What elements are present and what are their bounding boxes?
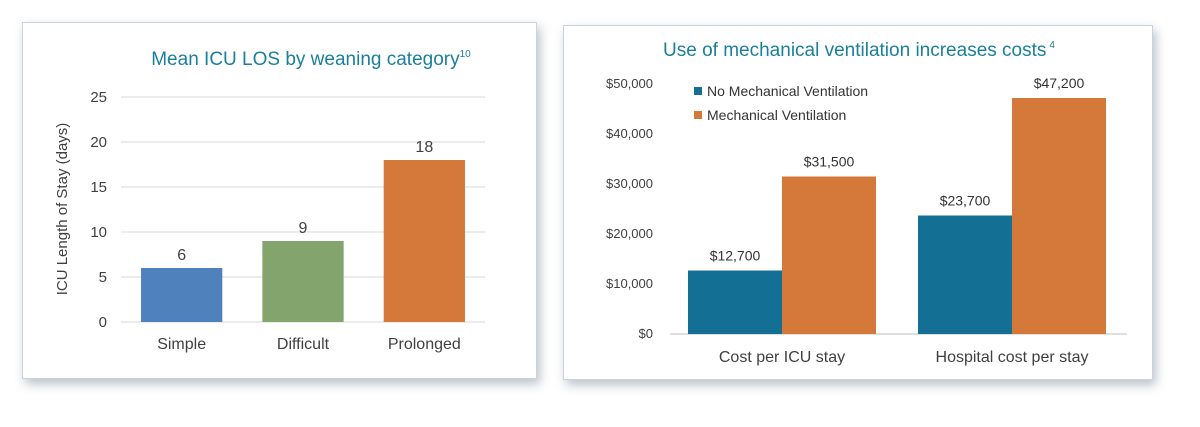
- data-label: 18: [415, 139, 433, 156]
- chart-title-text: Use of mechanical ventilation increases …: [663, 40, 1046, 61]
- chart-panel-icu-los: Mean ICU LOS by weaning category10 ICU L…: [22, 22, 537, 379]
- y-tick-label: $0: [639, 326, 653, 341]
- y-tick-label: 15: [90, 179, 107, 196]
- chart-title: Use of mechanical ventilation increases …: [663, 40, 1055, 61]
- y-tick-label: 25: [90, 89, 107, 106]
- y-tick-label: $40,000: [606, 126, 653, 141]
- data-label: 9: [299, 220, 308, 237]
- y-tick-label: 5: [99, 269, 107, 286]
- bar-ventilation: [782, 176, 876, 334]
- y-tick-label: $50,000: [606, 76, 653, 91]
- y-tick-label: $20,000: [606, 226, 653, 241]
- data-labels: $12,700 $31,500 $23,700 $47,200: [710, 75, 1085, 264]
- y-tick-label: 0: [99, 314, 107, 331]
- data-label: $31,500: [804, 154, 855, 170]
- data-label: $47,200: [1034, 75, 1085, 91]
- y-tick-label: $30,000: [606, 176, 653, 191]
- bar-no-ventilation: [688, 270, 782, 334]
- y-tick-label: 20: [90, 134, 107, 151]
- x-axis-ticks: Simple Difficult Prolonged: [157, 336, 461, 353]
- bar-ventilation: [1012, 98, 1106, 334]
- x-tick-label: Hospital cost per stay: [936, 349, 1089, 366]
- legend-entry: No Mechanical Ventilation: [707, 83, 868, 99]
- y-axis-label: ICU Length of Stay (days): [54, 123, 71, 296]
- data-label: 6: [177, 247, 186, 264]
- chart-panel-ventilation-costs: Use of mechanical ventilation increases …: [563, 25, 1153, 380]
- bar-no-ventilation: [918, 215, 1012, 334]
- legend-swatch: [694, 111, 702, 119]
- chart-title: Mean ICU LOS by weaning category10: [151, 49, 471, 70]
- y-tick-label: $10,000: [606, 276, 653, 291]
- bar-prolonged: [383, 160, 465, 322]
- bars: [688, 98, 1106, 334]
- icu-los-chart: Mean ICU LOS by weaning category10 ICU L…: [54, 49, 485, 353]
- data-label: $12,700: [710, 248, 761, 264]
- bar-difficult: [262, 241, 344, 322]
- ventilation-cost-chart: Use of mechanical ventilation increases …: [606, 40, 1127, 366]
- chart-title-text: Mean ICU LOS by weaning category: [151, 49, 460, 70]
- chart-title-superscript: 10: [460, 49, 472, 60]
- bars: [141, 160, 465, 322]
- chart-title-superscript: 4: [1049, 40, 1055, 51]
- x-tick-label: Cost per ICU stay: [719, 349, 845, 366]
- x-axis-ticks: Cost per ICU stay Hospital cost per stay: [719, 349, 1089, 366]
- y-tick-label: 10: [90, 224, 107, 241]
- y-axis-ticks: 0 5 10 15 20 25: [90, 89, 107, 331]
- bar-simple: [141, 268, 223, 322]
- y-axis-ticks: $0 $10,000 $20,000 $30,000 $40,000 $50,000: [606, 76, 1127, 341]
- x-tick-label: Simple: [157, 336, 206, 353]
- data-labels: 6 9 18: [177, 139, 433, 264]
- x-tick-label: Difficult: [277, 336, 330, 353]
- x-tick-label: Prolonged: [388, 336, 461, 353]
- legend-entry: Mechanical Ventilation: [707, 107, 846, 123]
- legend-swatch: [694, 87, 702, 95]
- legend: No Mechanical Ventilation Mechanical Vent…: [694, 83, 868, 123]
- data-label: $23,700: [940, 193, 991, 209]
